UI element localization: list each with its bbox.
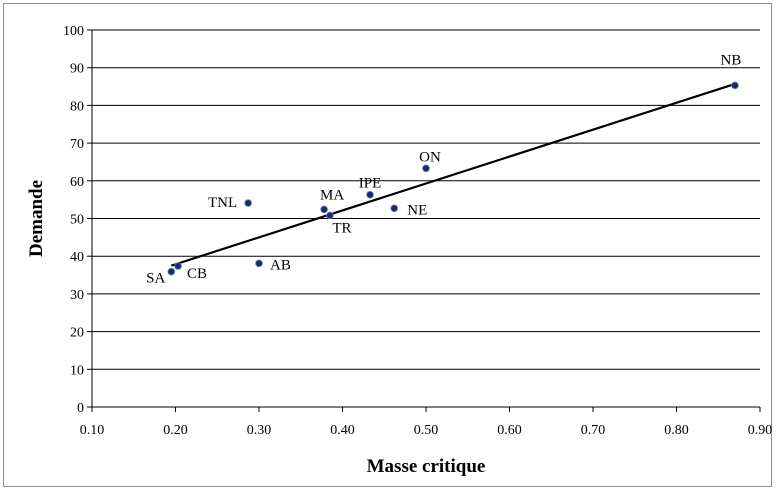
x-tick-label: 0.40 <box>330 423 355 438</box>
x-tick-label: 0.90 <box>748 423 773 438</box>
x-tick-label: 0.30 <box>247 423 272 438</box>
gridlines <box>87 29 760 408</box>
trendline-group <box>170 82 736 267</box>
point-labels: NB ON IPE NE MA TR TNL AB CB SA <box>146 52 741 286</box>
data-point-on <box>422 164 430 173</box>
data-point-tr <box>326 211 334 220</box>
point-label-tnl: TNL <box>208 195 237 211</box>
y-tick-label: 40 <box>70 250 84 265</box>
point-label-ne: NE <box>407 202 427 218</box>
point-label-nb: NB <box>721 52 742 68</box>
data-point-ipe <box>366 190 374 199</box>
y-tick-label: 10 <box>70 363 84 378</box>
point-label-ipe: IPE <box>359 176 382 192</box>
y-tick-label: 60 <box>70 175 84 190</box>
y-tick-label: 90 <box>70 62 84 77</box>
point-label-ab: AB <box>270 257 291 273</box>
y-tick-label: 0 <box>77 401 84 416</box>
data-point-ne <box>390 204 399 213</box>
y-tick-label: 100 <box>63 24 84 39</box>
data-point-ab <box>255 259 263 268</box>
x-tick-label: 0.20 <box>163 423 188 438</box>
x-axis-title: Masse critique <box>367 456 486 477</box>
point-label-sa: SA <box>146 271 165 287</box>
data-points <box>167 81 739 276</box>
point-label-on: ON <box>419 149 441 165</box>
data-point-nb <box>731 81 739 90</box>
y-tick-labels: 0 10 20 30 40 50 60 70 80 90 100 <box>63 24 84 416</box>
x-tick-label: 0.70 <box>581 423 606 438</box>
x-tick-label: 0.10 <box>80 423 105 438</box>
y-axis-title: Demande <box>26 180 47 257</box>
point-label-cb: CB <box>187 266 207 282</box>
x-tick-labels: 0.10 0.20 0.30 0.40 0.50 0.60 0.70 0.80 0.90 <box>80 423 773 438</box>
chart-frame <box>3 3 772 487</box>
y-tick-label: 80 <box>70 99 84 114</box>
y-tick-label: 50 <box>70 213 84 228</box>
data-point-sa <box>167 267 176 276</box>
data-point-ma <box>320 205 328 214</box>
x-tick-label: 0.80 <box>664 423 689 438</box>
point-label-tr: TR <box>332 220 351 236</box>
point-label-ma: MA <box>320 187 344 203</box>
y-tick-label: 30 <box>70 288 84 303</box>
data-point-tnl <box>244 199 252 207</box>
axes <box>91 30 761 412</box>
trendline <box>170 82 736 267</box>
x-tick-label: 0.50 <box>414 423 439 438</box>
data-point-cb <box>174 262 182 270</box>
y-tick-label: 20 <box>70 326 84 341</box>
y-tick-label: 70 <box>70 137 84 152</box>
x-tick-label: 0.60 <box>497 423 522 438</box>
